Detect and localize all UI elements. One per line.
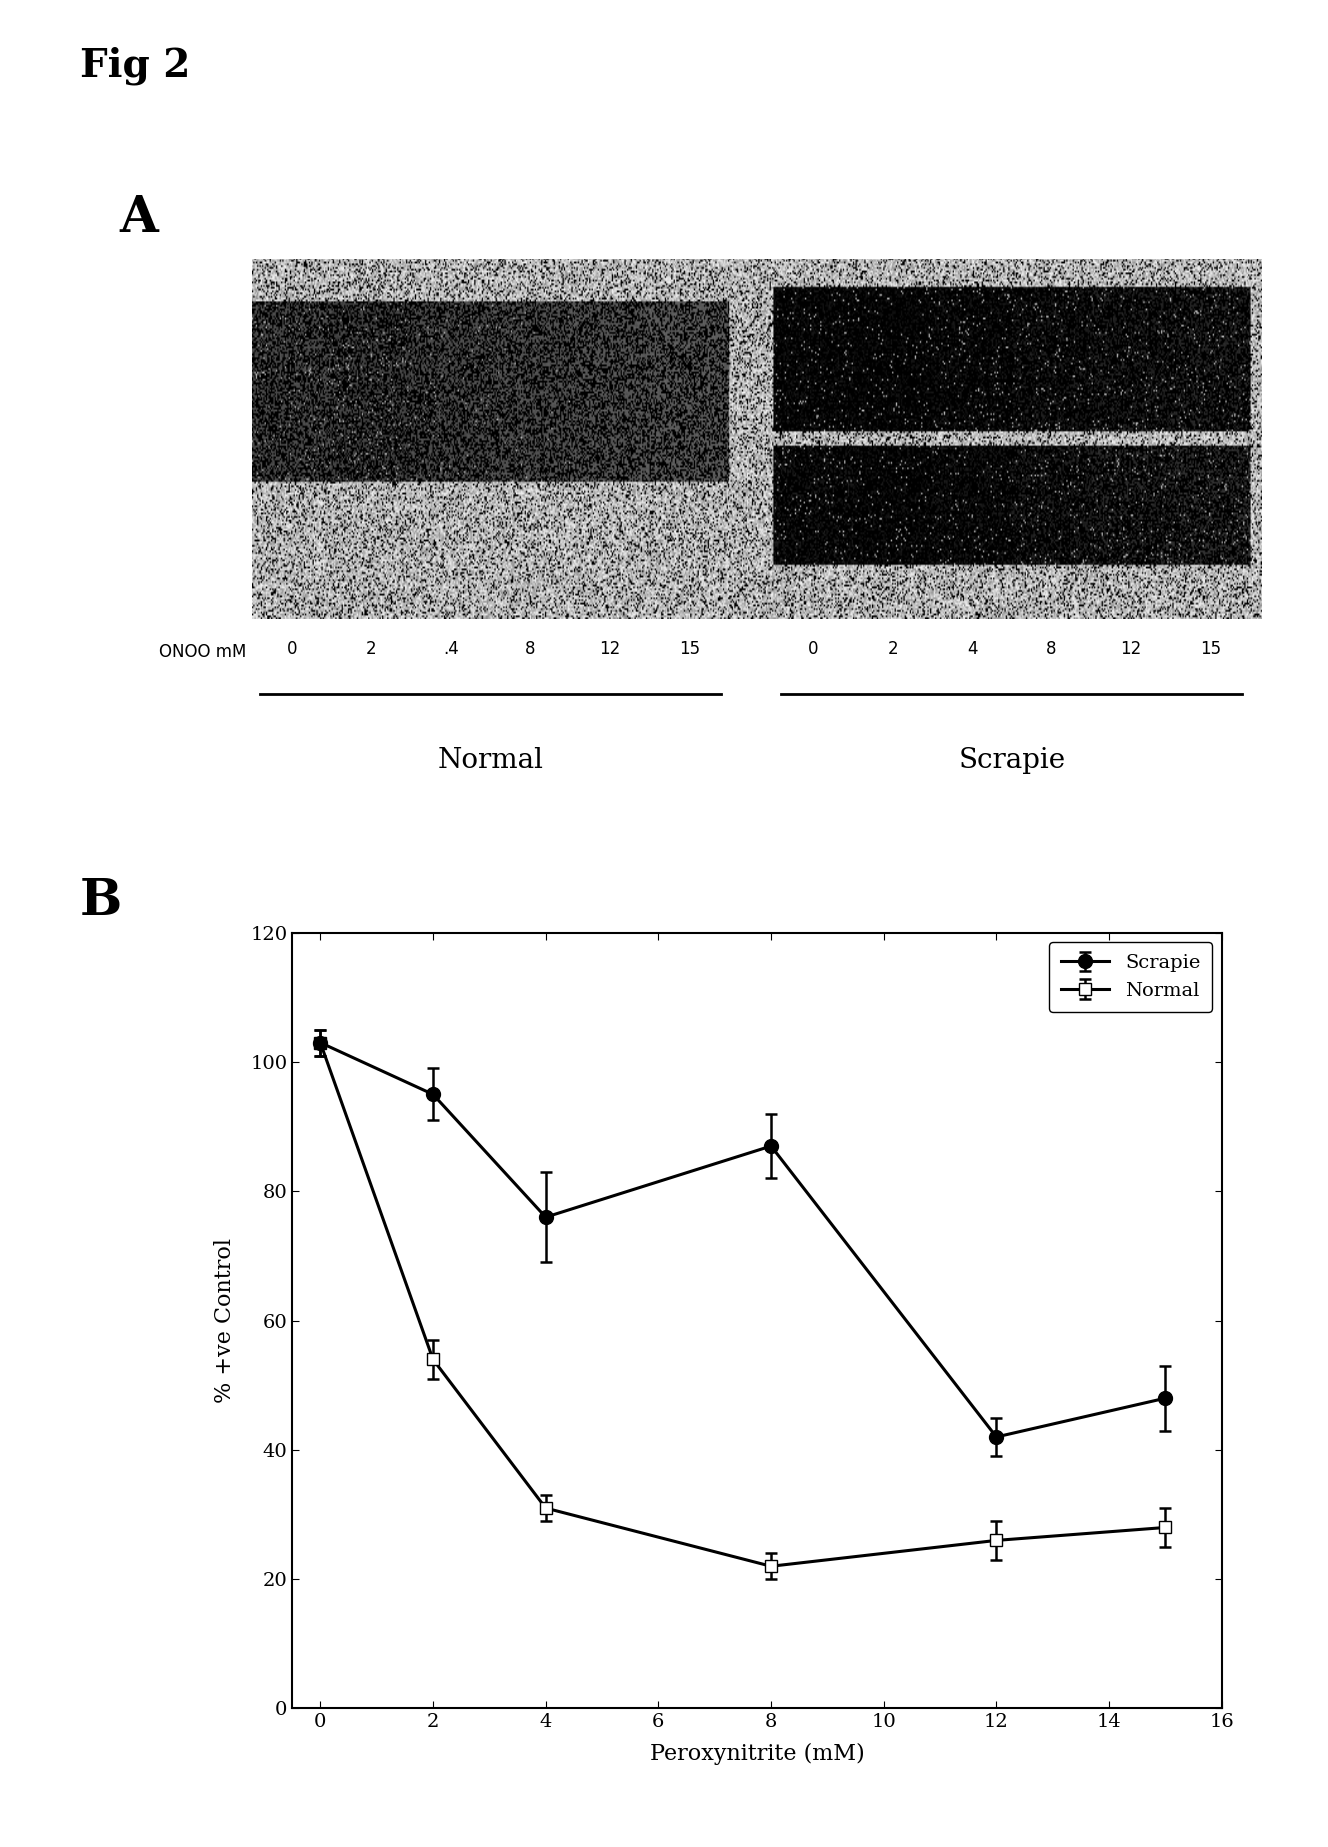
Text: Scrapie: Scrapie xyxy=(959,746,1065,774)
Text: 15: 15 xyxy=(1201,639,1220,658)
Legend: Scrapie, Normal: Scrapie, Normal xyxy=(1049,942,1212,1012)
Text: Normal: Normal xyxy=(438,746,543,774)
Text: 4: 4 xyxy=(967,639,977,658)
Y-axis label: % +ve Control: % +ve Control xyxy=(214,1237,236,1404)
Text: 0: 0 xyxy=(807,639,818,658)
Text: 2: 2 xyxy=(887,639,898,658)
Text: 12: 12 xyxy=(599,639,620,658)
Text: 15: 15 xyxy=(679,639,700,658)
Text: ONOO mM: ONOO mM xyxy=(158,643,246,661)
Text: 2: 2 xyxy=(367,639,377,658)
Text: 0: 0 xyxy=(287,639,297,658)
Text: 12: 12 xyxy=(1121,639,1142,658)
Text: 8: 8 xyxy=(526,639,535,658)
Text: Fig 2: Fig 2 xyxy=(80,46,190,85)
Text: A: A xyxy=(120,194,158,244)
X-axis label: Peroxynitrite (mM): Peroxynitrite (mM) xyxy=(649,1742,865,1764)
Text: .4: .4 xyxy=(444,639,459,658)
Text: 8: 8 xyxy=(1046,639,1057,658)
Text: B: B xyxy=(80,877,122,927)
